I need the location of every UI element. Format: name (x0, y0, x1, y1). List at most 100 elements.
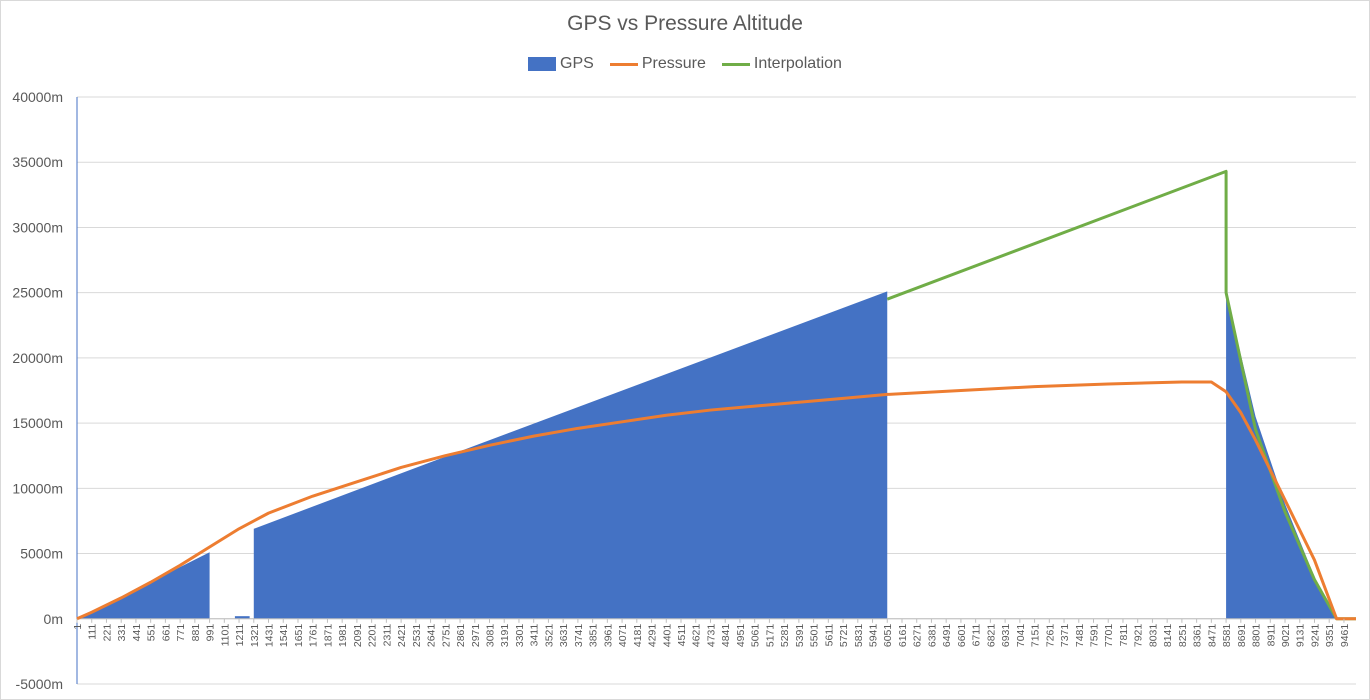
x-tick-label: 3301 (514, 624, 526, 648)
y-tick-label: 20000m (12, 350, 63, 366)
x-tick-label: 5391 (794, 624, 806, 648)
x-tick-label: 4621 (691, 624, 703, 648)
x-tick-label: 441 (131, 624, 143, 642)
x-tick-label: 3521 (543, 624, 555, 648)
x-tick-label: 2201 (367, 624, 379, 648)
x-tick-label: 3741 (573, 624, 585, 648)
x-tick-label: 8361 (1192, 624, 1204, 648)
x-tick-label: 3081 (484, 624, 496, 648)
x-tick-label: 771 (175, 624, 187, 642)
x-tick-label: 1431 (264, 624, 276, 648)
x-tick-label: 4841 (720, 624, 732, 648)
x-tick-label: 1101 (219, 624, 231, 647)
x-tick-label: 5611 (823, 624, 835, 647)
x-tick-label: 9241 (1309, 624, 1321, 648)
x-tick-label: 3191 (499, 624, 511, 648)
x-tick-label: 8581 (1221, 624, 1233, 648)
x-tick-label: 1871 (322, 624, 334, 648)
x-tick-label: 2861 (455, 624, 467, 648)
x-tick-label: 6711 (971, 624, 983, 647)
x-tick-label: 2971 (470, 624, 482, 648)
gps-area-segment (253, 291, 888, 619)
x-tick-label: 2641 (426, 624, 438, 648)
y-tick-label: 15000m (12, 415, 63, 431)
legend-item-pressure: Pressure (609, 55, 706, 73)
x-tick-label: 2311 (381, 624, 393, 647)
x-tick-label: 3411 (529, 624, 541, 647)
x-tick-label: 111 (87, 624, 99, 640)
y-tick-label: 5000m (20, 546, 63, 562)
x-tick-label: 1 (72, 624, 84, 630)
x-tick-label: 6381 (926, 624, 938, 648)
x-tick-label: 8031 (1147, 624, 1159, 648)
x-tick-label: 551 (146, 624, 158, 642)
x-tick-label: 1761 (308, 624, 320, 648)
x-tick-label: 6821 (985, 624, 997, 648)
x-tick-label: 1211 (234, 624, 246, 647)
legend-label-pressure: Pressure (641, 55, 706, 72)
legend-swatch-pressure (609, 62, 638, 66)
legend-swatch-interpolation (721, 62, 750, 66)
x-tick-label: 881 (190, 624, 202, 642)
x-tick-label: 1651 (293, 624, 305, 648)
x-tick-label: 991 (205, 624, 217, 642)
x-tick-label: 6271 (912, 624, 924, 648)
x-tick-label: 9131 (1295, 624, 1307, 648)
y-tick-label: 30000m (12, 219, 63, 235)
x-tick-label: 7701 (1103, 624, 1115, 648)
x-tick-label: 2751 (440, 624, 452, 648)
x-tick-label: 5831 (853, 624, 865, 648)
x-tick-label: 5941 (868, 624, 880, 648)
x-tick-label: 4291 (647, 624, 659, 648)
x-tick-label: 7371 (1059, 624, 1071, 648)
legend: GPS Pressure Interpolation (0, 55, 1370, 73)
x-tick-label: 9021 (1280, 624, 1292, 648)
x-tick-label: 5721 (838, 624, 850, 648)
x-tick-label: 7041 (1015, 624, 1027, 648)
x-tick-label: 2531 (411, 624, 423, 648)
x-tick-label: 7591 (1089, 624, 1101, 648)
x-tick-label: 8691 (1236, 624, 1248, 648)
chart-title: GPS vs Pressure Altitude (567, 12, 803, 35)
gps-area-segment (1226, 292, 1337, 619)
x-tick-label: 4511 (676, 624, 688, 647)
x-tick-label: 8251 (1177, 624, 1189, 648)
x-tick-label: 7261 (1044, 624, 1056, 648)
x-tick-label: 8141 (1162, 624, 1174, 648)
legend-item-gps: GPS (528, 55, 594, 73)
x-tick-label: 8801 (1251, 624, 1263, 648)
x-tick-label: 4401 (661, 624, 673, 648)
x-tick-label: 3961 (602, 624, 614, 648)
x-tick-label: 9351 (1324, 624, 1336, 648)
y-tick-label: 0m (44, 611, 63, 627)
x-tick-label: 6601 (956, 624, 968, 648)
y-tick-label: 25000m (12, 285, 63, 301)
pressure-line (76, 380, 1356, 621)
x-tick-label: 4181 (632, 624, 644, 648)
y-tick-label: 35000m (12, 154, 63, 170)
y-tick-label: 10000m (12, 480, 63, 496)
y-tick-label: -5000m (16, 676, 63, 692)
x-tick-label: 331 (116, 624, 128, 642)
x-tick-label: 661 (160, 624, 172, 642)
x-tick-label: 7151 (1030, 624, 1042, 648)
x-tick-label: 5171 (764, 624, 776, 648)
y-tick-label: 40000m (12, 89, 63, 105)
legend-label-gps: GPS (560, 55, 594, 72)
x-tick-label: 5061 (750, 624, 762, 648)
x-tick-label: 9461 (1339, 624, 1351, 648)
legend-label-interpolation: Interpolation (753, 55, 842, 72)
legend-item-interpolation: Interpolation (721, 55, 842, 73)
x-tick-label: 5281 (779, 624, 791, 648)
x-tick-label: 221 (101, 624, 113, 642)
x-tick-label: 6931 (1000, 624, 1012, 648)
x-tick-label: 6161 (897, 624, 909, 648)
x-tick-label: 4951 (735, 624, 747, 648)
legend-swatch-gps (528, 57, 557, 71)
x-tick-label: 2421 (396, 624, 408, 648)
x-tick-label: 7921 (1133, 624, 1145, 648)
x-tick-label: 4071 (617, 624, 629, 648)
x-tick-label: 7481 (1074, 624, 1086, 648)
x-tick-label: 2091 (352, 624, 364, 648)
